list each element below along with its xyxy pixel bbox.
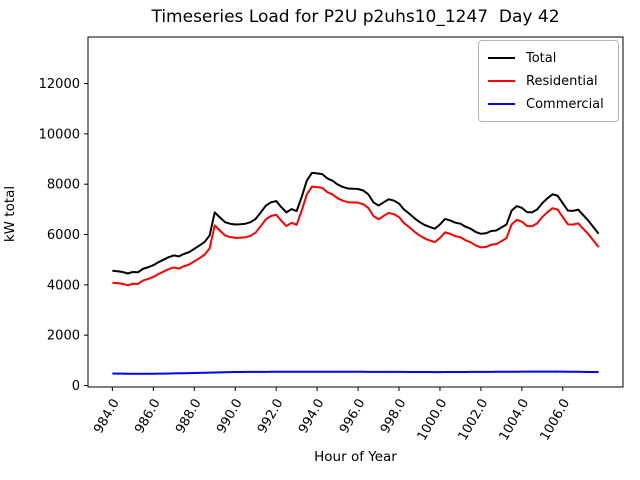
x-tick-label: 1000.0 bbox=[415, 397, 451, 444]
y-tick-label: 2000 bbox=[47, 329, 80, 344]
y-axis-label: kW total bbox=[2, 185, 18, 243]
legend-label-commercial: Commercial bbox=[526, 96, 604, 112]
x-tick-label: 998.0 bbox=[378, 397, 410, 437]
x-tick-label: 996.0 bbox=[337, 397, 369, 437]
x-tick-label: 1006.0 bbox=[538, 397, 574, 444]
x-tick-label: 992.0 bbox=[255, 397, 287, 437]
legend-label-residential: Residential bbox=[526, 73, 598, 89]
x-tick-label: 1002.0 bbox=[456, 397, 492, 444]
legend-item-residential: Residential bbox=[488, 71, 609, 91]
legend-line-sample-commercial bbox=[488, 103, 515, 105]
chart-title: Timeseries Load for P2U p2uhs10_1247 Day… bbox=[151, 7, 560, 27]
series-line-residential bbox=[112, 185, 600, 287]
legend: Total Residential Commercial bbox=[478, 40, 619, 122]
x-tick-label: 994.0 bbox=[296, 397, 328, 437]
y-tick-label: 6000 bbox=[47, 228, 80, 243]
legend-line-sample-residential bbox=[488, 80, 515, 82]
y-tick-label: 10000 bbox=[39, 127, 80, 142]
series-line-commercial bbox=[112, 370, 599, 375]
x-tick-label: 988.0 bbox=[173, 397, 205, 437]
y-tick-label: 4000 bbox=[47, 278, 80, 293]
legend-item-total: Total bbox=[488, 48, 609, 68]
plot-border bbox=[87, 36, 624, 388]
x-tick-label: 990.0 bbox=[214, 397, 246, 437]
legend-line-sample-total bbox=[488, 57, 515, 59]
legend-item-commercial: Commercial bbox=[488, 94, 609, 114]
legend-label-total: Total bbox=[526, 50, 557, 66]
x-tick-label: 1004.0 bbox=[497, 397, 533, 444]
y-tick-label: 0 bbox=[72, 379, 80, 394]
x-tick-label: 984.0 bbox=[91, 397, 123, 437]
series-line-total bbox=[112, 171, 600, 275]
x-tick-label: 986.0 bbox=[132, 397, 164, 437]
x-axis-label: Hour of Year bbox=[314, 449, 397, 465]
y-tick-label: 12000 bbox=[39, 77, 80, 92]
y-tick-label: 8000 bbox=[47, 178, 80, 193]
